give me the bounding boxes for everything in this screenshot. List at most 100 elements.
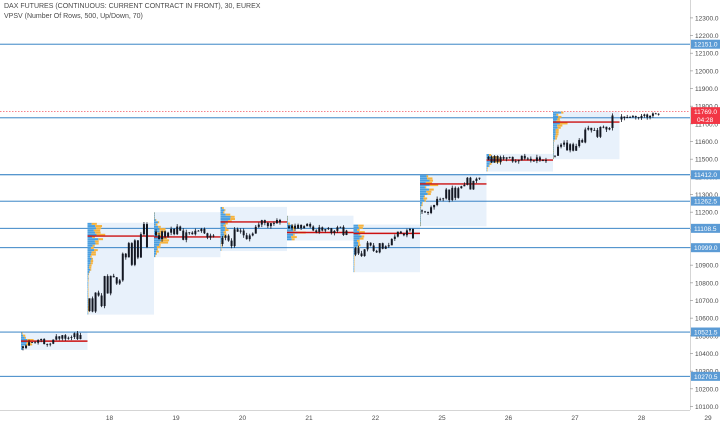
candle-body-25 [463,184,466,187]
profile-bar-up-25 [420,186,425,189]
profile-bar-down-25 [421,204,423,207]
candle-body-20 [254,226,257,234]
candle-body-25 [433,204,436,208]
candle-body-27 [602,126,605,128]
profile-bar-down-18 [94,240,99,243]
x-tick-label: 28 [638,415,646,422]
y-tick-label: 12100.0 [695,51,719,58]
y-tick-label: 10400.0 [695,351,719,358]
candle-body-26 [517,160,520,162]
profile-bar-up-25 [420,199,425,202]
candle-body-21 [333,230,336,233]
profile-bar-up-22 [353,237,360,240]
profile-bar-up-19 [154,250,157,253]
candle-body-25 [472,180,475,190]
candle-body-20 [266,222,269,227]
profile-bar-down-18 [90,246,94,249]
x-tick-label: 29 [704,415,712,422]
candle-body-18 [109,275,112,294]
candle-body-20 [221,237,224,244]
profile-bar-down-18 [92,244,95,247]
profile-bar-up-25 [420,177,428,180]
profile-bar-up-27 [553,113,557,116]
candle-body-28 [657,113,660,115]
profile-bar-up-27 [553,154,554,157]
candle-body-22 [372,245,375,251]
candle-body-19 [167,232,170,237]
profile-bar-up-21 [287,229,294,232]
candle-body-26 [529,158,532,161]
candle-body-26 [499,157,502,163]
profile-bar-down-27 [556,120,561,123]
candle-body-25 [427,211,430,213]
y-tick-label: 10800.0 [695,280,719,287]
profile-bar-up-22 [353,254,355,257]
candle-body-25 [466,177,469,185]
profile-bar-up-21 [287,233,294,236]
candle-body-22 [402,233,405,236]
candle-body-21 [330,228,333,233]
profile-bar-up-25 [420,181,426,184]
profile-bar-up-20 [220,224,224,227]
candle-body-28 [634,116,637,118]
profile-bar-up-27 [553,133,556,136]
profile-bar-down-22 [358,244,361,247]
profile-bar-down-20 [223,224,226,227]
profile-bar-up-18 [87,235,93,238]
candle-body-20 [242,230,245,236]
profile-bar-down-27 [553,157,554,160]
profile-bar-down-21 [291,236,297,239]
candle-body-20 [239,230,242,232]
profile-bar-down-26 [489,162,492,165]
profile-bar-down-19 [159,228,166,231]
profile-bar-up-18 [87,270,90,273]
y-tick-label: 10100.0 [695,404,719,411]
profile-bar-up-25 [420,221,421,224]
profile-bar-up-18 [87,225,96,228]
profile-bar-down-18 [91,222,97,225]
profile-bar-up-22 [353,270,355,273]
profile-bar-up-19 [154,212,155,215]
profile-bar-up-22 [353,257,355,260]
profile-bar-down-25 [429,188,434,191]
profile-bar-down-26 [488,165,490,168]
profile-bar-up-18 [87,233,97,236]
candle-body-27 [611,115,614,129]
candle-body-28 [651,113,654,116]
candle-body-22 [390,238,393,246]
profile-bar-up-27 [553,118,558,121]
profile-bar-up-18 [87,253,92,256]
profile-bar-down-21 [293,233,295,236]
profile-bar-down-25 [425,181,433,184]
candle-body-21 [288,226,290,229]
countdown-label: 04:28 [697,117,714,124]
candle-body-21 [300,224,303,229]
profile-bar-up-18 [87,301,89,304]
price-marker-bg [691,107,720,117]
profile-bar-down-20 [225,226,227,229]
profile-bar-up-18 [87,260,91,263]
profile-bar-up-19 [154,214,155,217]
profile-bar-down-18 [98,238,104,241]
profile-bar-up-22 [353,244,359,247]
candle-body-28 [646,114,649,118]
profile-bar-up-20 [220,242,222,245]
candle-body-17 [58,336,61,339]
candle-body-20 [257,224,260,227]
profile-bar-up-19 [154,221,158,224]
profile-bar-up-27 [553,128,556,131]
candle-body-17 [31,342,34,343]
chart-legend: DAX FUTURES (CONTINUOUS: CURRENT CONTRAC… [4,2,260,22]
profile-bar-up-25 [420,224,421,227]
profile-bar-up-22 [353,241,359,244]
candle-body-22 [357,248,360,254]
profile-bar-down-19 [155,219,157,222]
candle-body-20 [227,235,230,241]
candle-body-26 [490,156,493,163]
x-tick-label: 21 [305,415,313,422]
candle-body-25 [421,210,423,212]
candle-body-20 [230,240,233,247]
y-tick-label: 10600.0 [695,316,719,323]
profile-bar-up-20 [220,237,222,240]
